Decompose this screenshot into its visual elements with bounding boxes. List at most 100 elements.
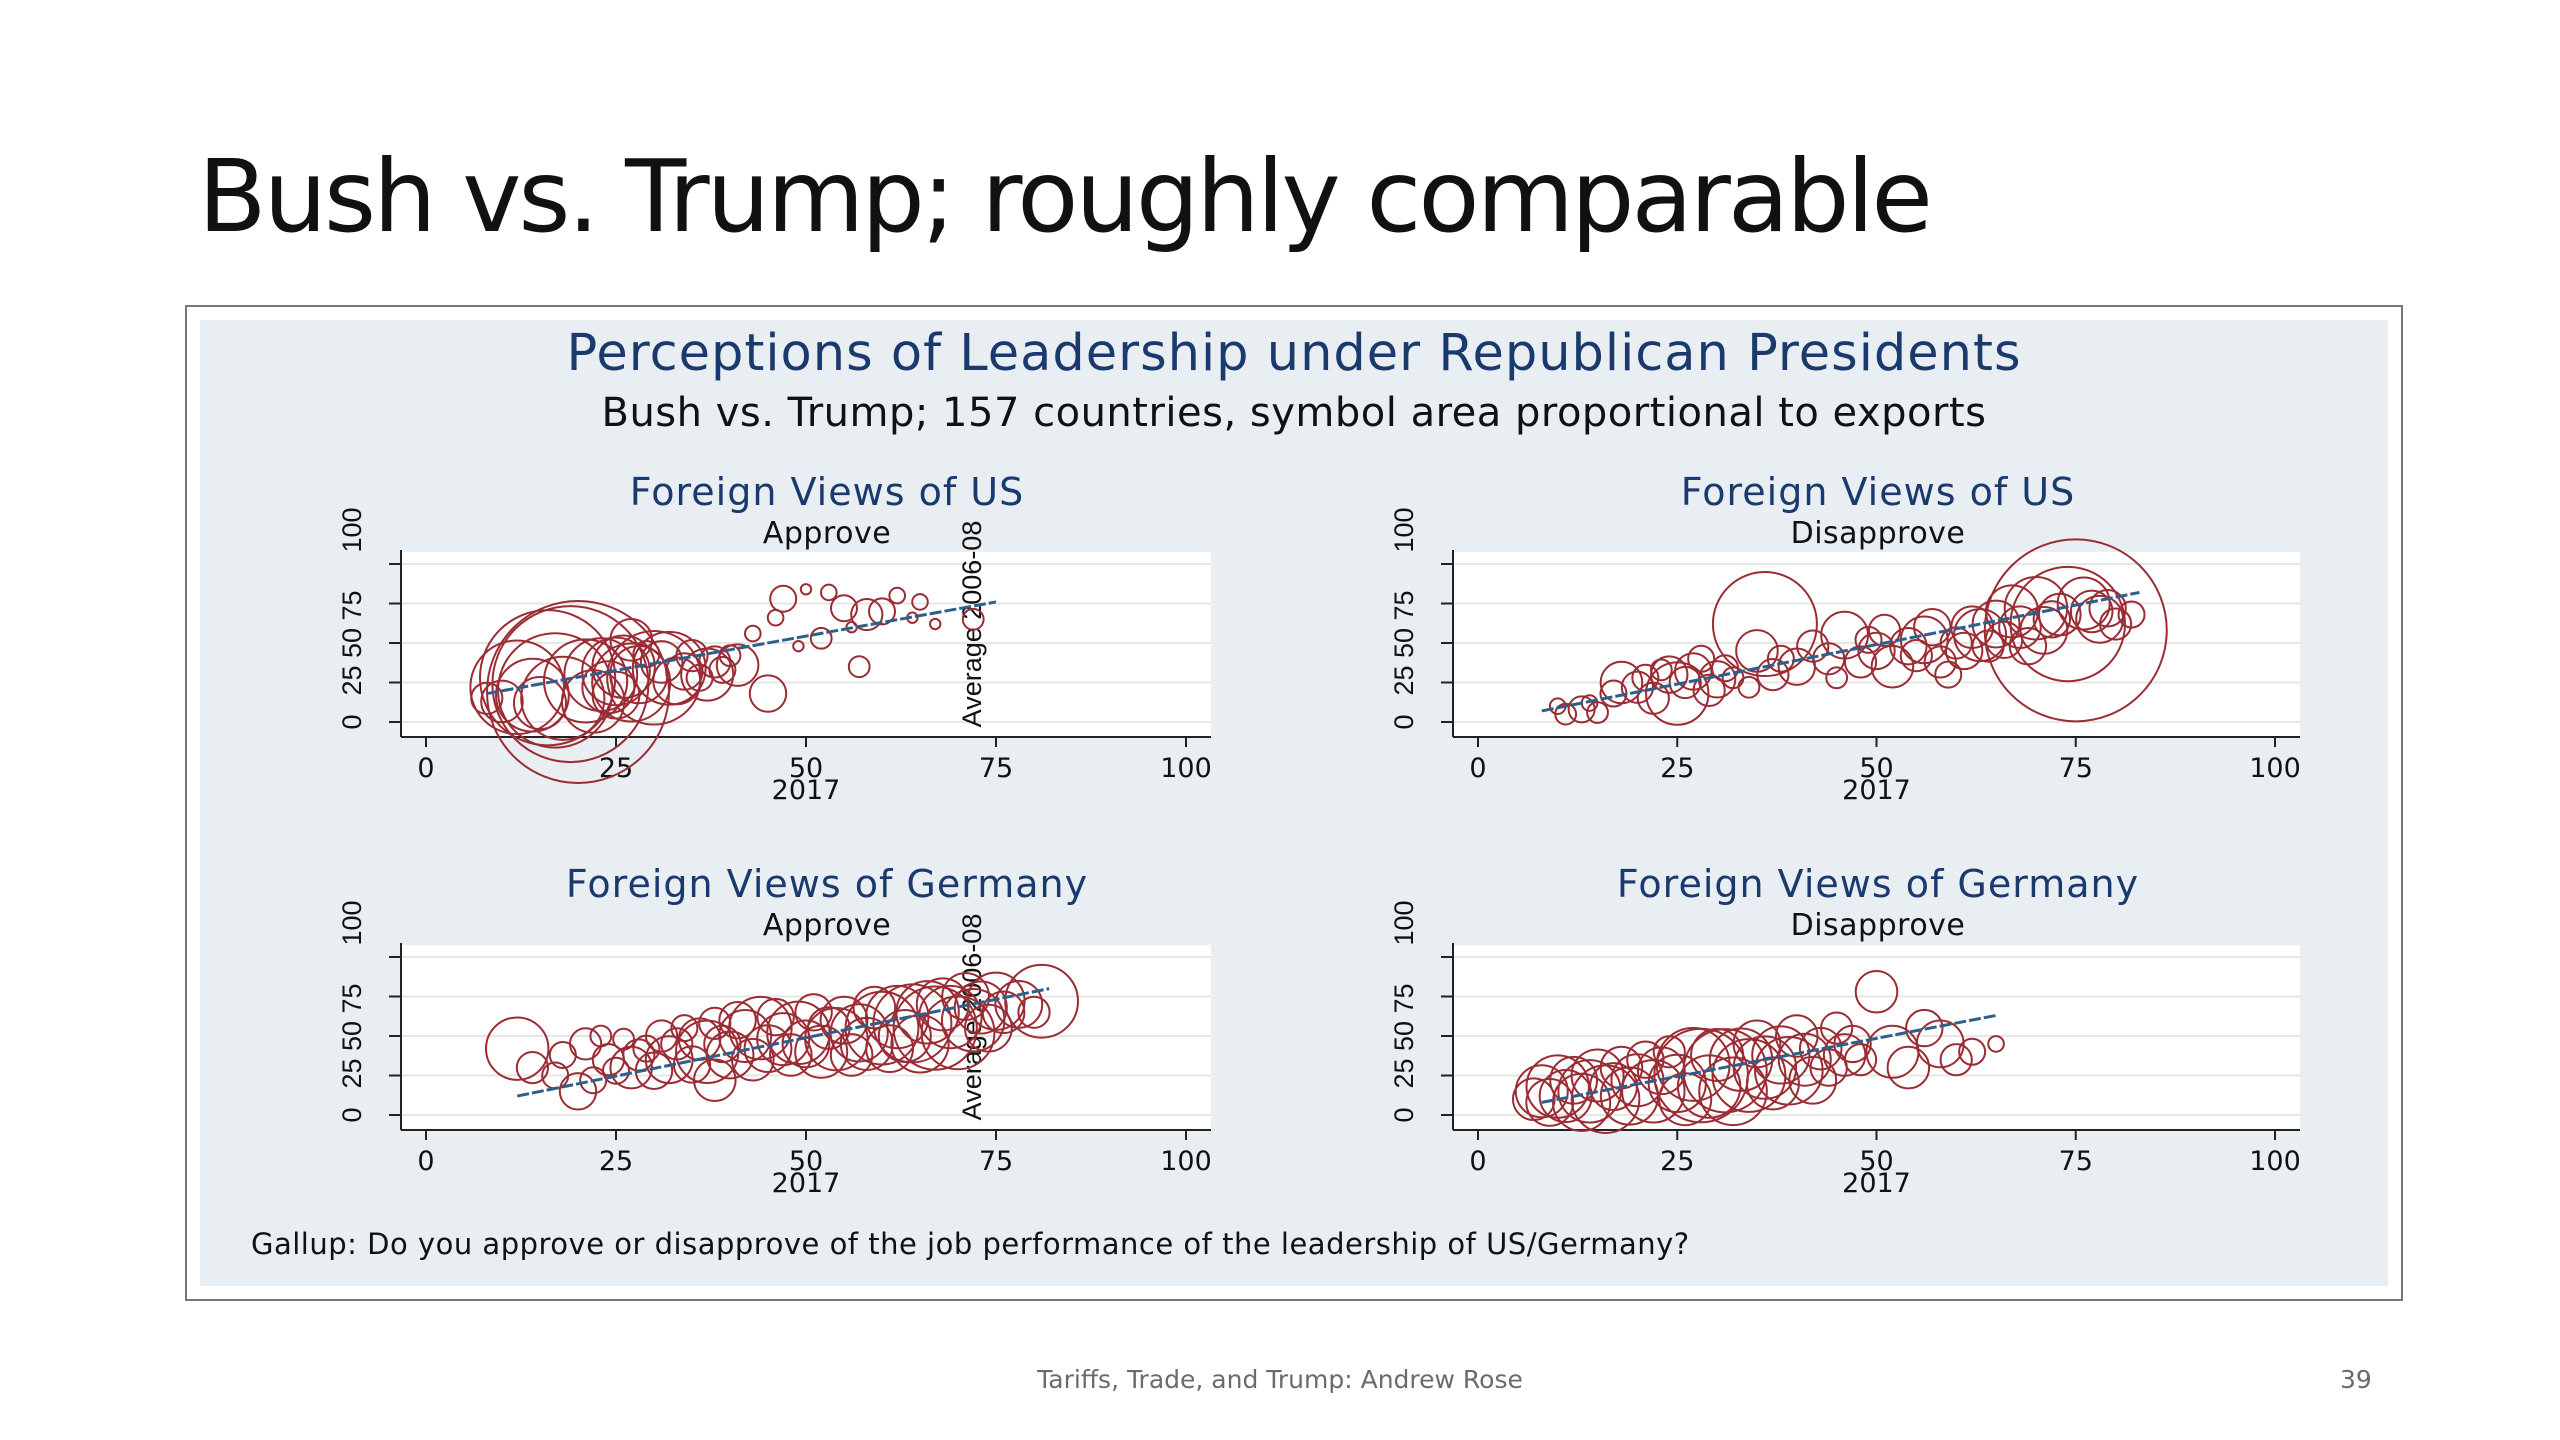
data-point (675, 639, 709, 673)
panel-title: Foreign Views of US (630, 470, 1024, 514)
data-point (1668, 665, 1702, 700)
data-point (1857, 631, 1896, 671)
data-point (911, 593, 929, 611)
data-point (1658, 1072, 1713, 1127)
x-tick-label: 0 (417, 753, 434, 784)
y-tick-label: 25 50 75 (337, 983, 367, 1088)
x-tick-label: 50 (789, 1146, 823, 1177)
data-point (918, 984, 983, 1050)
data-point (1766, 644, 1795, 673)
x-tick-label: 75 (2059, 753, 2093, 784)
data-point (964, 1003, 1013, 1053)
page-number: 39 (2340, 1365, 2372, 1394)
panel-subtitle: Disapprove (1791, 516, 1966, 551)
data-point (1554, 702, 1578, 726)
data-point (1944, 631, 1984, 671)
x-axis-label: 2017 (772, 775, 841, 806)
data-point (2069, 589, 2114, 634)
data-point (2117, 600, 2146, 629)
data-point (1655, 1027, 1731, 1102)
data-point (1998, 605, 2042, 650)
data-point (1987, 1035, 2005, 1053)
data-point (609, 618, 654, 662)
data-point (602, 1056, 630, 1085)
data-point (1958, 1037, 1987, 1066)
data-point (1692, 673, 1726, 707)
y-tick-label: 100 (337, 507, 367, 552)
x-tick-label: 100 (1160, 1146, 1212, 1177)
data-point (1822, 1033, 1867, 1077)
y-tick-label: 25 50 75 (1389, 590, 1419, 695)
data-point (1557, 1059, 1622, 1124)
panel-title: Foreign Views of Germany (566, 862, 1088, 906)
data-point (569, 1027, 603, 1061)
fit-line (1541, 590, 2140, 713)
x-axis-label: 2017 (1842, 775, 1911, 806)
data-point (994, 980, 1044, 1029)
data-point (820, 583, 838, 602)
data-point (1599, 660, 1644, 705)
data-point (1889, 626, 1928, 666)
data-point (718, 1009, 773, 1063)
figure-title: Perceptions of Leadership under Republic… (566, 324, 2021, 383)
data-point (558, 1072, 598, 1111)
data-point (520, 655, 606, 741)
data-point (1586, 701, 1609, 724)
data-point (1650, 655, 1689, 694)
data-point (1983, 538, 2168, 723)
data-point (1514, 1064, 1569, 1119)
x-tick-label: 75 (2059, 1146, 2093, 1177)
data-point (1711, 1038, 1787, 1113)
data-point (1788, 1055, 1838, 1105)
x-tick-label: 100 (2249, 753, 2301, 784)
y-tick-label: 0 (1389, 714, 1419, 729)
data-point (829, 1033, 874, 1077)
x-tick-label: 0 (417, 1146, 434, 1177)
data-point (865, 1024, 914, 1074)
data-point (2032, 600, 2072, 639)
x-tick-label: 100 (1160, 753, 1212, 784)
data-point (792, 639, 805, 653)
x-tick-label: 0 (1469, 753, 1486, 784)
x-tick-label: 50 (789, 753, 823, 784)
figure-background (200, 320, 2388, 1286)
data-point (1939, 1043, 1973, 1077)
x-tick-label: 75 (979, 753, 1013, 784)
y-tick-label: 0 (337, 1107, 367, 1122)
figure-subtitle: Bush vs. Trump; 157 countries, symbol ar… (602, 390, 1987, 436)
x-tick-label: 75 (979, 1146, 1013, 1177)
data-point (868, 597, 896, 626)
x-tick-label: 0 (1469, 1146, 1486, 1177)
data-point (799, 583, 813, 596)
data-point (1833, 1024, 1872, 1064)
data-point (744, 624, 762, 643)
data-point (1549, 1055, 1599, 1105)
data-point (2088, 589, 2127, 628)
figure-note: Gallup: Do you approve or disapprove of … (251, 1227, 1690, 1261)
data-point (2009, 565, 2126, 683)
data-point (2099, 607, 2133, 641)
data-point (715, 643, 760, 687)
data-point (1825, 666, 1849, 690)
data-point (1777, 1032, 1832, 1087)
data-point (1626, 1040, 1665, 1079)
y-tick-label: 0 (337, 714, 367, 729)
x-axis-label: 2017 (772, 1168, 841, 1199)
x-tick-label: 100 (2249, 1146, 2301, 1177)
data-point (888, 586, 907, 605)
data-point (485, 1016, 550, 1081)
data-point (728, 995, 793, 1061)
data-point (1953, 608, 2008, 663)
x-tick-label: 50 (1859, 1146, 1893, 1177)
data-point (645, 1019, 679, 1053)
data-point (809, 626, 833, 650)
data-point (1854, 969, 1899, 1014)
data-point (1682, 1028, 1768, 1114)
data-point (1552, 1072, 1612, 1132)
data-point (794, 993, 833, 1032)
data-point (1711, 571, 1818, 678)
y-tick-label: 100 (337, 900, 367, 945)
panel-subtitle: Approve (763, 516, 891, 551)
